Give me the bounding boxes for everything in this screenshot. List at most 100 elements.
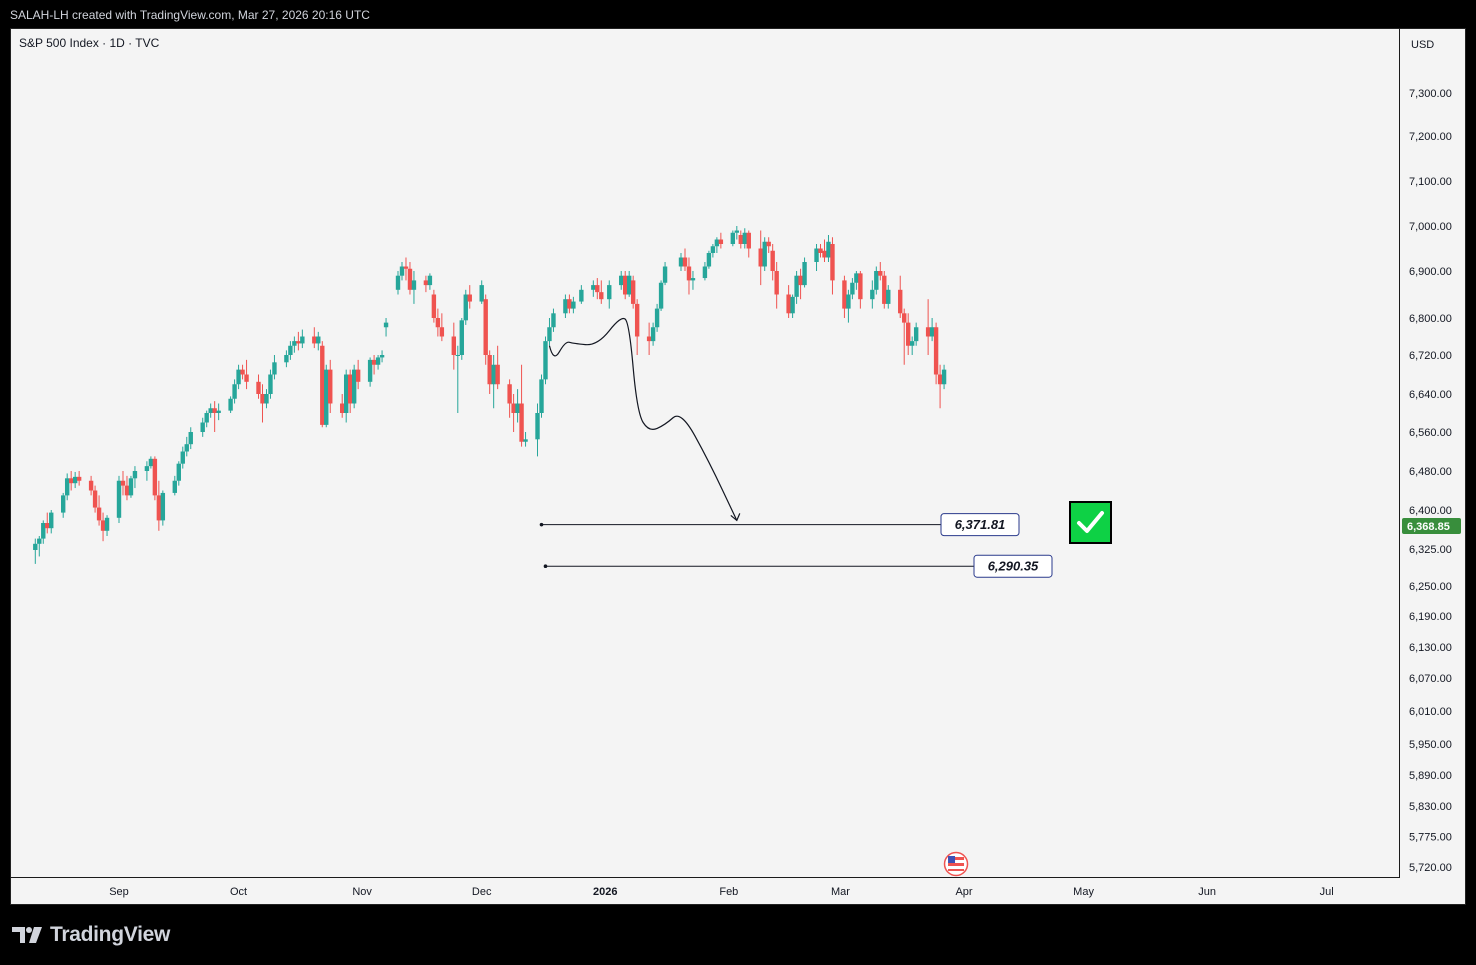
candle-body	[292, 341, 297, 346]
candle-body	[316, 336, 321, 344]
candle-body	[619, 275, 624, 286]
candle-body	[383, 322, 389, 328]
candle-body	[427, 275, 433, 286]
candle-body	[818, 248, 823, 253]
candle-body	[706, 253, 712, 267]
candle-body	[929, 327, 935, 337]
candle-body	[714, 239, 720, 247]
candle-body	[770, 250, 775, 271]
candle-body	[822, 250, 827, 258]
tradingview-logo[interactable]: TradingView	[12, 923, 170, 947]
candle-body	[144, 466, 150, 471]
candle-body	[886, 289, 891, 304]
candle-body	[690, 278, 696, 281]
candle-body	[738, 235, 743, 244]
candle-body	[878, 271, 883, 276]
price-axis-label: 7,300.00	[1409, 88, 1452, 100]
level-label: 6,371.81	[955, 517, 1006, 532]
candle-body	[742, 232, 747, 244]
time-axis-label: Sep	[109, 886, 129, 898]
candle-body	[579, 289, 584, 302]
price-axis-label: 6,720.00	[1409, 350, 1452, 362]
candle-body	[830, 244, 835, 281]
candle-body	[116, 480, 122, 518]
candle-body	[172, 480, 178, 493]
time-axis-label: Jun	[1198, 886, 1216, 898]
price-axis-label: 5,830.00	[1409, 801, 1452, 813]
time-axis-label: Dec	[472, 886, 492, 898]
candle-body	[256, 381, 261, 394]
price-axis-label: 5,890.00	[1409, 770, 1452, 782]
price-axis-label: 6,250.00	[1409, 581, 1452, 593]
candle-body	[898, 289, 903, 314]
price-axis-label: 6,560.00	[1409, 427, 1452, 439]
candle-body	[539, 379, 544, 413]
price-axis-label: 6,010.00	[1409, 706, 1452, 718]
candle-body	[925, 327, 931, 337]
currency-label[interactable]: USD	[1411, 39, 1435, 51]
plot-area[interactable]	[11, 29, 1400, 878]
candle-body	[403, 266, 409, 269]
time-axis-label: Feb	[719, 886, 738, 898]
candle-body	[371, 359, 377, 365]
event-flag-stripe	[948, 863, 965, 866]
candle-body	[814, 248, 819, 262]
candle-body	[232, 384, 237, 399]
candle-body	[76, 476, 82, 481]
candle-body	[324, 369, 329, 425]
candle-body	[407, 268, 413, 290]
candle-body	[630, 280, 636, 304]
price-axis-label: 6,800.00	[1409, 313, 1452, 325]
candle-body	[567, 299, 572, 309]
candle-body	[204, 413, 209, 423]
price-axis-label: 6,190.00	[1409, 611, 1452, 623]
candlestick-chart[interactable]: 6,371.81 6,290.35 7,300.00 7,200.00 7,100.00…	[11, 29, 1465, 904]
time-axis-label: Apr	[955, 886, 972, 898]
candle-body	[132, 471, 138, 479]
candle-body	[411, 280, 417, 290]
candle-body	[320, 345, 325, 425]
candle-body	[260, 394, 265, 404]
candle-body	[180, 451, 185, 464]
candle-body	[379, 355, 385, 358]
tradingview-brand: TradingView	[50, 923, 171, 946]
candle-body	[730, 232, 736, 244]
candle-body	[519, 403, 524, 442]
candle-body	[300, 336, 305, 344]
symbol-legend[interactable]: S&P 500 Index · 1D · TVC	[19, 36, 160, 50]
candle-body	[459, 320, 464, 355]
candle-body	[455, 355, 460, 356]
candle-body	[686, 266, 692, 281]
candle-body	[212, 408, 217, 413]
candle-body	[483, 299, 488, 355]
top-bar: SALAH-LH created with TradingView.com, M…	[0, 0, 1476, 28]
candle-body	[547, 327, 552, 342]
candle-body	[435, 318, 441, 328]
path-sketch-line	[548, 317, 738, 521]
candle-body	[758, 248, 763, 267]
candle-body	[571, 301, 576, 309]
price-axis-label: 6,400.00	[1409, 505, 1452, 517]
candle-body	[284, 355, 289, 363]
candle-body	[495, 364, 500, 385]
candle-body	[902, 313, 907, 323]
chart-frame[interactable]: 6,371.81 6,290.35 7,300.00 7,200.00 7,100.00…	[10, 28, 1466, 905]
candle-body	[599, 292, 604, 300]
candle-body	[268, 374, 273, 394]
candle-body	[49, 512, 54, 529]
candle-body	[96, 507, 102, 521]
candle-body	[786, 294, 791, 314]
candle-body	[355, 369, 361, 382]
event-flag-stripe	[948, 869, 965, 871]
path-sketch-arrowhead	[730, 513, 741, 522]
candle-body	[184, 444, 189, 452]
candle-body	[858, 273, 863, 300]
candle-body	[874, 271, 879, 290]
candle-body	[626, 275, 632, 295]
candle-body	[551, 313, 556, 328]
level-label-box	[940, 513, 1020, 537]
candle-body	[88, 480, 94, 491]
candle-body	[591, 285, 596, 290]
candle-body	[60, 495, 66, 513]
candle-body	[523, 439, 528, 442]
